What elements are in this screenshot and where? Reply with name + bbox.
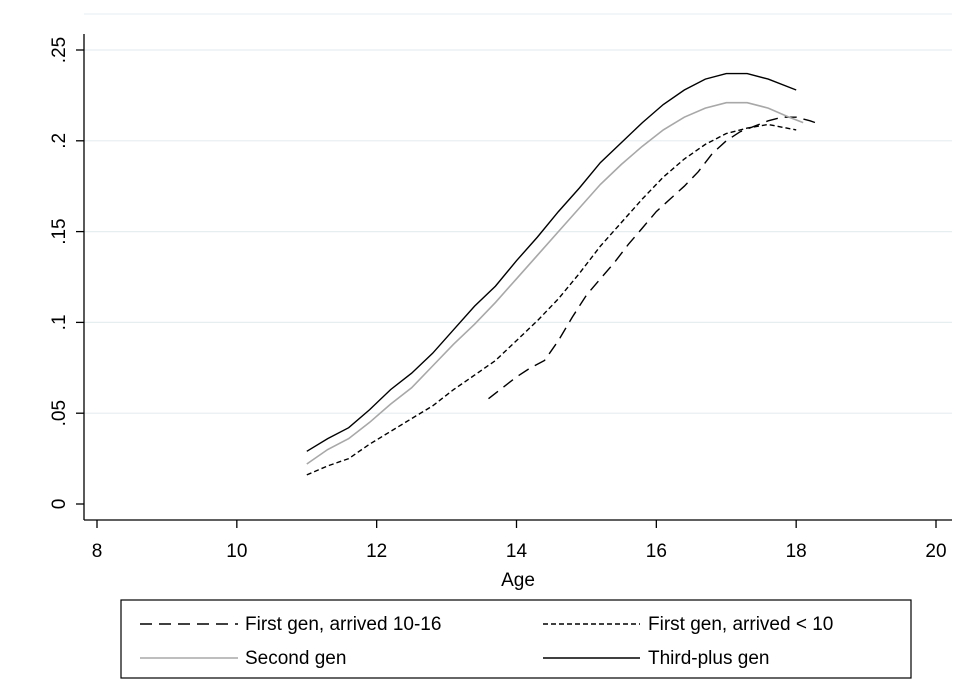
legend-box: [120, 599, 912, 679]
series-line-1: [488, 116, 821, 400]
legend: First gen, arrived 10-16 First gen, arriv…: [120, 599, 912, 679]
y-tick-label: 0: [49, 499, 70, 510]
series-line-4: [306, 72, 797, 452]
legend-label-2: First gen, arrived < 10: [648, 614, 833, 635]
x-tick-label: 14: [506, 541, 528, 562]
x-tick-label: 20: [925, 541, 946, 562]
x-tick-label: 10: [226, 541, 247, 562]
x-tick-label: 16: [646, 541, 667, 562]
x-axis-label: Age: [501, 570, 535, 591]
y-tick-label: .25: [49, 37, 70, 63]
series-lines: [306, 72, 821, 476]
y-tick-label: .15: [49, 218, 70, 244]
y-tick-label: .05: [49, 400, 70, 426]
y-tick-label: .1: [49, 314, 70, 330]
gridlines: [84, 13, 952, 414]
x-tick-label: 8: [92, 541, 103, 562]
legend-label-1: First gen, arrived 10-16: [245, 614, 441, 635]
series-line-2: [306, 123, 797, 476]
legend-label-3: Second gen: [245, 648, 346, 669]
legend-label-4: Third-plus gen: [648, 648, 769, 669]
x-tick-label: 18: [786, 541, 807, 562]
series-line-3: [306, 101, 804, 465]
axes: 0 .05 .1 .15 .2 .25 8 10 12 14 16 18 20 Age: [49, 34, 952, 591]
x-tick-label: 12: [366, 541, 387, 562]
y-tick-label: .2: [49, 133, 70, 149]
